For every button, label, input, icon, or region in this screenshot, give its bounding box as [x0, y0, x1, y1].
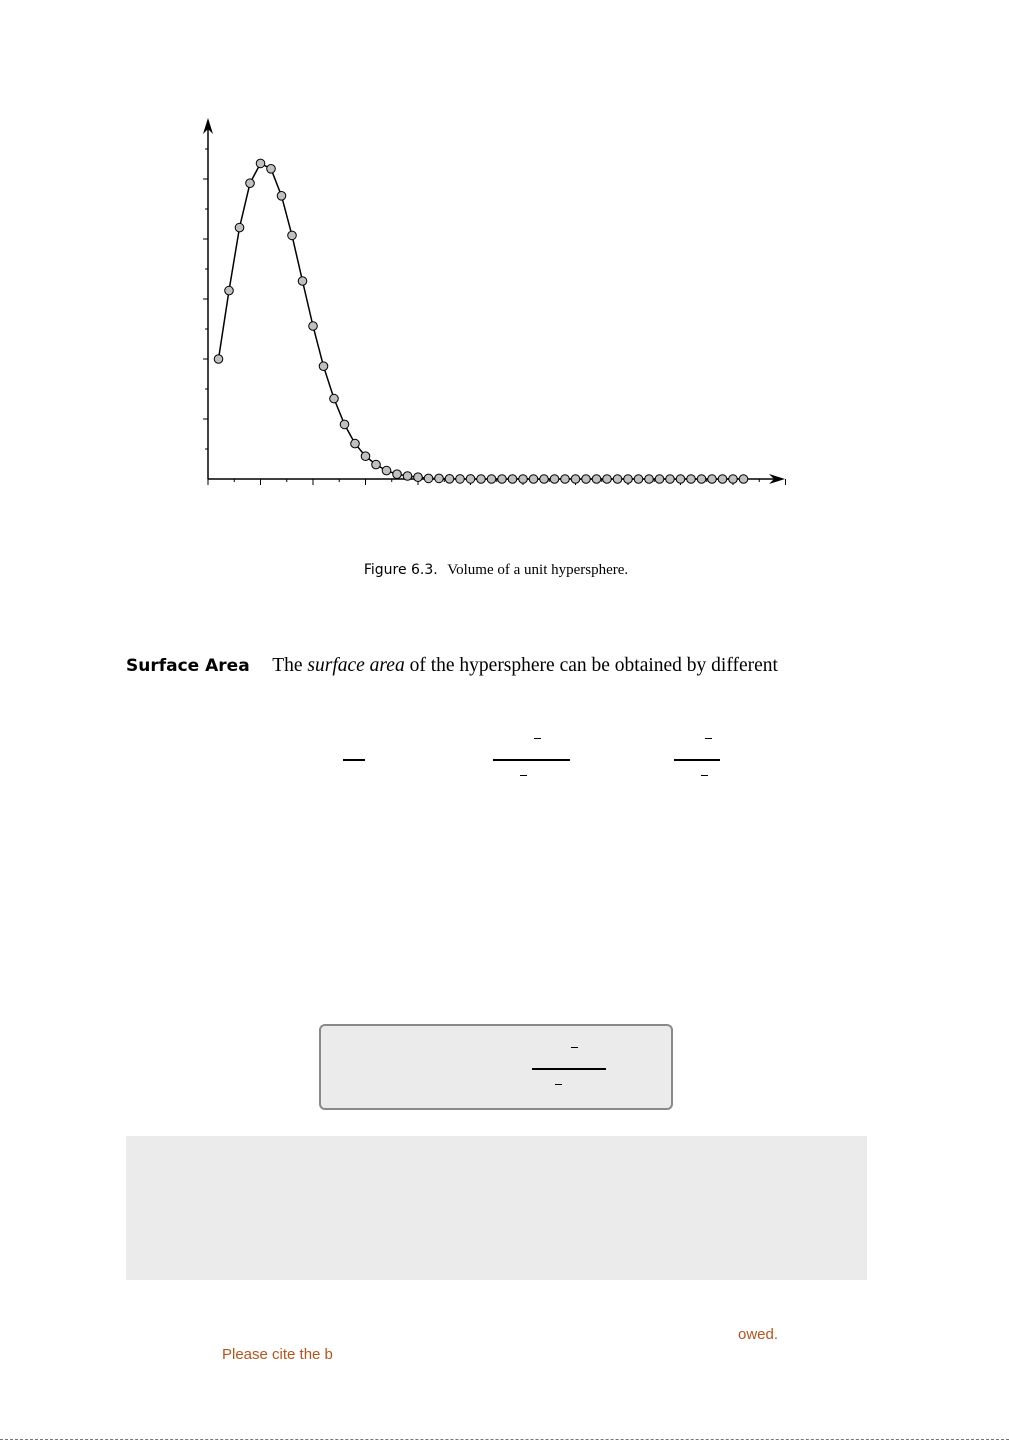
data-point — [717, 474, 728, 484]
data-point — [570, 474, 581, 484]
data-point — [696, 474, 707, 484]
page-bottom-rule — [0, 1439, 1009, 1440]
footer-notice-left: Please cite the b — [222, 1346, 333, 1363]
data-point — [539, 474, 549, 484]
paragraph-emphasis: surface area — [307, 655, 405, 676]
data-point — [675, 474, 686, 484]
data-point — [644, 474, 654, 484]
fraction-mark — [555, 1084, 562, 1086]
data-point — [287, 230, 297, 241]
data-point — [560, 474, 570, 484]
data-point — [486, 474, 497, 484]
data-point — [518, 474, 528, 484]
example-panel — [126, 1136, 867, 1280]
data-point — [329, 393, 339, 404]
data-point — [612, 474, 623, 484]
data-point — [297, 276, 308, 286]
data-point — [276, 191, 287, 201]
boxed-equation — [319, 1024, 673, 1110]
data-point — [728, 474, 738, 484]
x-axis-arrow — [769, 474, 785, 484]
fraction-mark — [705, 738, 712, 740]
y-axis-arrow — [203, 118, 213, 134]
fraction-bar — [532, 1068, 606, 1070]
data-point — [245, 178, 255, 188]
data-point — [360, 451, 371, 462]
figure-label: Figure 6.3. — [363, 562, 438, 578]
fraction-mark — [571, 1047, 578, 1049]
data-point — [402, 471, 413, 481]
fraction-bar — [343, 759, 365, 761]
data-point — [434, 473, 444, 484]
data-point — [350, 438, 360, 449]
data-point — [465, 474, 476, 484]
data-point — [413, 472, 423, 483]
data-point — [591, 474, 602, 484]
data-point — [633, 474, 644, 484]
data-point — [707, 474, 717, 484]
data-point — [224, 285, 234, 296]
chart-axes — [203, 118, 786, 485]
data-point — [528, 474, 539, 484]
figure-caption: Figure 6.3. Volume of a unit hypersphere… — [0, 562, 992, 579]
data-point — [318, 361, 329, 372]
data-point — [423, 473, 434, 484]
volume-chart — [203, 118, 786, 485]
data-point — [213, 354, 224, 364]
fraction-bar — [674, 759, 720, 761]
data-point — [549, 474, 560, 484]
data-point — [381, 465, 392, 476]
body-paragraph: Surface Area The surface area of the hyp… — [126, 655, 778, 677]
paragraph-text-start: The — [272, 655, 303, 676]
paragraph-heading: Surface Area — [126, 656, 250, 676]
data-point — [234, 222, 245, 233]
data-point — [665, 474, 675, 484]
data-point — [654, 474, 665, 484]
data-point — [738, 474, 749, 484]
paragraph-text-end: of the hypersphere can be obtained by di… — [409, 655, 778, 676]
fraction-bar — [493, 759, 570, 761]
data-point — [266, 164, 276, 174]
footer-notice-right: owed. — [738, 1326, 779, 1343]
data-points — [213, 158, 749, 484]
fraction-mark — [534, 738, 541, 740]
series-line — [217, 162, 744, 480]
data-point — [507, 474, 518, 484]
data-point — [308, 321, 318, 331]
data-point — [455, 474, 465, 484]
fraction-mark — [520, 775, 527, 777]
data-point — [623, 474, 633, 484]
data-point — [444, 474, 455, 484]
data-point — [255, 158, 266, 169]
data-point — [371, 459, 381, 470]
data-point — [339, 419, 350, 430]
data-point — [686, 474, 696, 484]
data-point — [497, 474, 507, 484]
data-point — [581, 474, 591, 484]
data-point — [602, 474, 612, 484]
data-point — [476, 474, 486, 484]
figure-caption-text: Volume of a unit hypersphere. — [447, 562, 629, 578]
data-point — [392, 469, 402, 480]
fraction-mark — [701, 775, 708, 777]
